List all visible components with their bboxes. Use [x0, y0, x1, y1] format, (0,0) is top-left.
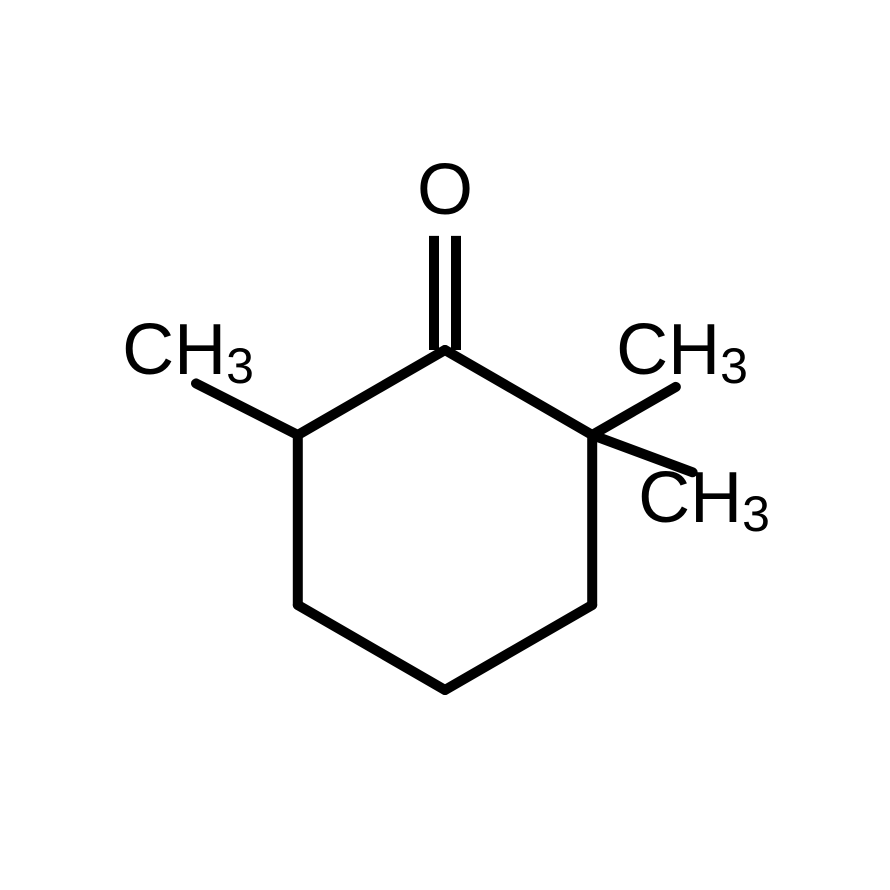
- atom-label: CH3: [638, 458, 770, 542]
- ring-bond: [298, 350, 445, 435]
- atom-label: O: [417, 150, 473, 230]
- atom-label: CH3: [122, 310, 254, 394]
- substituent-bond: [592, 387, 676, 435]
- ring-bond: [445, 350, 592, 435]
- ring-bond: [445, 605, 592, 690]
- atom-label: CH3: [616, 310, 748, 394]
- molecule-diagram: O CH3 CH3 CH3: [0, 0, 890, 890]
- ring-bond: [298, 605, 445, 690]
